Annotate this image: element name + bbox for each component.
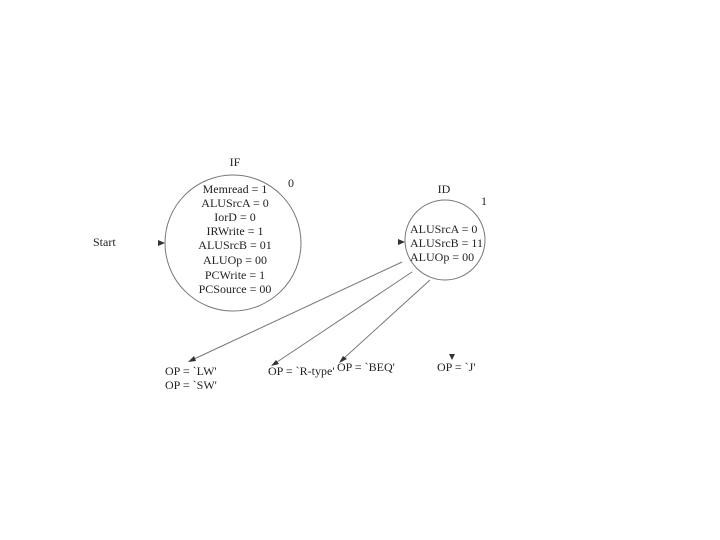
transition-arrow [449,354,455,360]
state-name: ID [438,182,451,196]
transition-line [273,271,413,365]
state-action: PCWrite = 1 [205,268,265,282]
transition-condition: OP = `BEQ' [337,360,395,374]
transition-condition: OP = `R-type' [268,364,334,378]
state-action: IorD = 0 [214,210,255,224]
transition-condition: OP = `J' [437,360,476,374]
transition-line [341,279,431,361]
state-action: Memread = 1 [203,182,268,196]
state-action: ALUOp = 00 [410,250,474,264]
transition-condition: OP = `LW' [165,364,217,378]
transition-arrow [271,360,279,366]
state-id-circle [404,199,486,281]
state-action: ALUOp = 00 [203,253,267,267]
state-number: 1 [481,194,487,208]
transition-arrow [188,356,196,362]
state-action: ALUSrcA = 0 [201,196,268,210]
transition-arrow [339,356,347,363]
transition-line [191,261,403,361]
start-label: Start [93,235,116,249]
start-arrow [158,240,165,246]
state-number: 0 [288,176,294,190]
state-action: ALUSrcB = 11 [410,236,483,250]
state-action: PCSource = 00 [199,282,272,296]
transition-condition: OP = `SW' [165,378,217,392]
state-action: IRWrite = 1 [207,224,264,238]
state-action: ALUSrcA = 0 [410,222,477,236]
if-to-id-arrow [398,239,405,245]
state-name: IF [230,155,241,169]
state-action: ALUSrcB = 01 [198,238,271,252]
